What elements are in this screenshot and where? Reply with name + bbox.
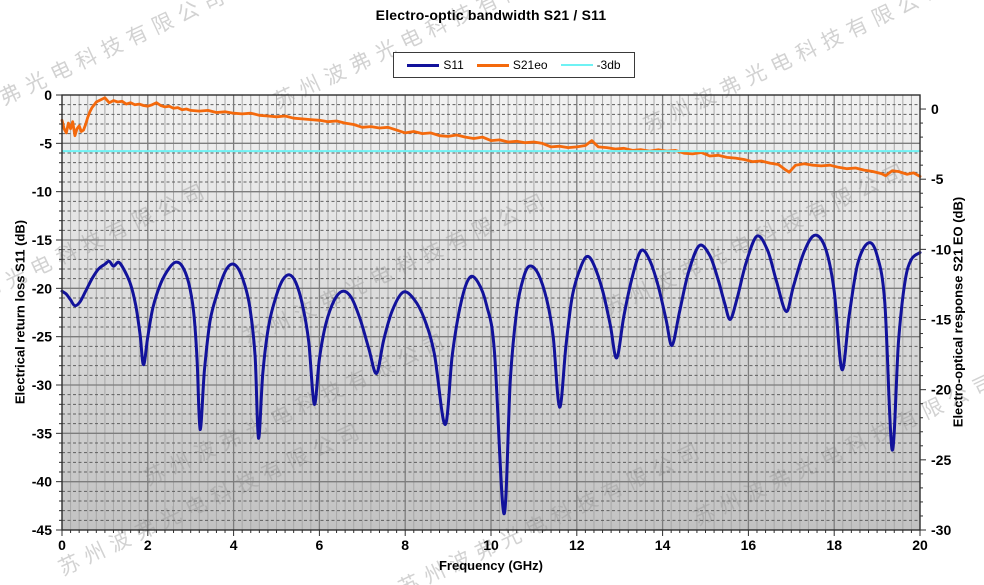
legend-item-s11: S11: [407, 58, 464, 72]
legend-label-s11: S11: [443, 58, 464, 72]
x-tick-label: 2: [144, 537, 152, 553]
left-tick-label: -25: [32, 329, 52, 345]
x-axis-title: Frequency (GHz): [438, 558, 543, 573]
x-tick-label: 12: [569, 537, 585, 553]
right-tick-label: -10: [931, 241, 951, 257]
left-tick-label: -5: [40, 135, 53, 151]
x-tick-label: 10: [483, 537, 499, 553]
x-tick-label: 18: [826, 537, 842, 553]
legend-swatch-s11: [407, 63, 440, 67]
left-tick-label: -15: [32, 232, 52, 248]
series-s11-path: [60, 233, 922, 516]
left-tick-label: -35: [32, 425, 52, 441]
right-tick-label: -5: [931, 171, 944, 187]
left-tick-label: -10: [32, 184, 52, 200]
legend-swatch-3db: [560, 64, 593, 66]
legend-label-s21eo: S21eo: [512, 58, 548, 72]
legend-item-3db: -3db: [560, 58, 621, 72]
x-tick-label: 20: [912, 537, 928, 553]
right-tick-label: -15: [931, 312, 951, 328]
x-tick-label: 0: [58, 537, 66, 553]
left-axis-title: Electrical return loss S11 (dB): [12, 219, 28, 405]
left-tick-label: -30: [32, 377, 52, 393]
x-tick-label: 6: [316, 537, 324, 553]
right-tick-label: -20: [931, 382, 951, 398]
right-tick-label: -25: [931, 452, 951, 468]
right-tick-label: 0: [931, 101, 939, 117]
left-tick-label: -45: [32, 522, 52, 538]
left-tick-label: -40: [32, 474, 52, 490]
legend-item-s21eo: S21eo: [476, 58, 548, 72]
left-tick-label: 0: [44, 87, 52, 103]
chart-title: Electro-optic bandwidth S21 / S11: [375, 7, 607, 23]
left-tick-label: -20: [32, 280, 52, 296]
x-tick-label: 16: [741, 537, 757, 553]
legend-swatch-s21eo: [476, 63, 509, 67]
legend: S11 S21eo -3db: [393, 52, 635, 78]
x-tick-label: 14: [655, 537, 671, 553]
right-tick-label: -30: [931, 522, 951, 538]
series-s21eo-path: [60, 96, 922, 178]
x-tick-label: 8: [401, 537, 409, 553]
right-axis-title: Electro-optical response S21 EO (dB): [950, 196, 966, 428]
legend-label-3db: -3db: [596, 58, 621, 72]
x-tick-label: 4: [230, 537, 238, 553]
